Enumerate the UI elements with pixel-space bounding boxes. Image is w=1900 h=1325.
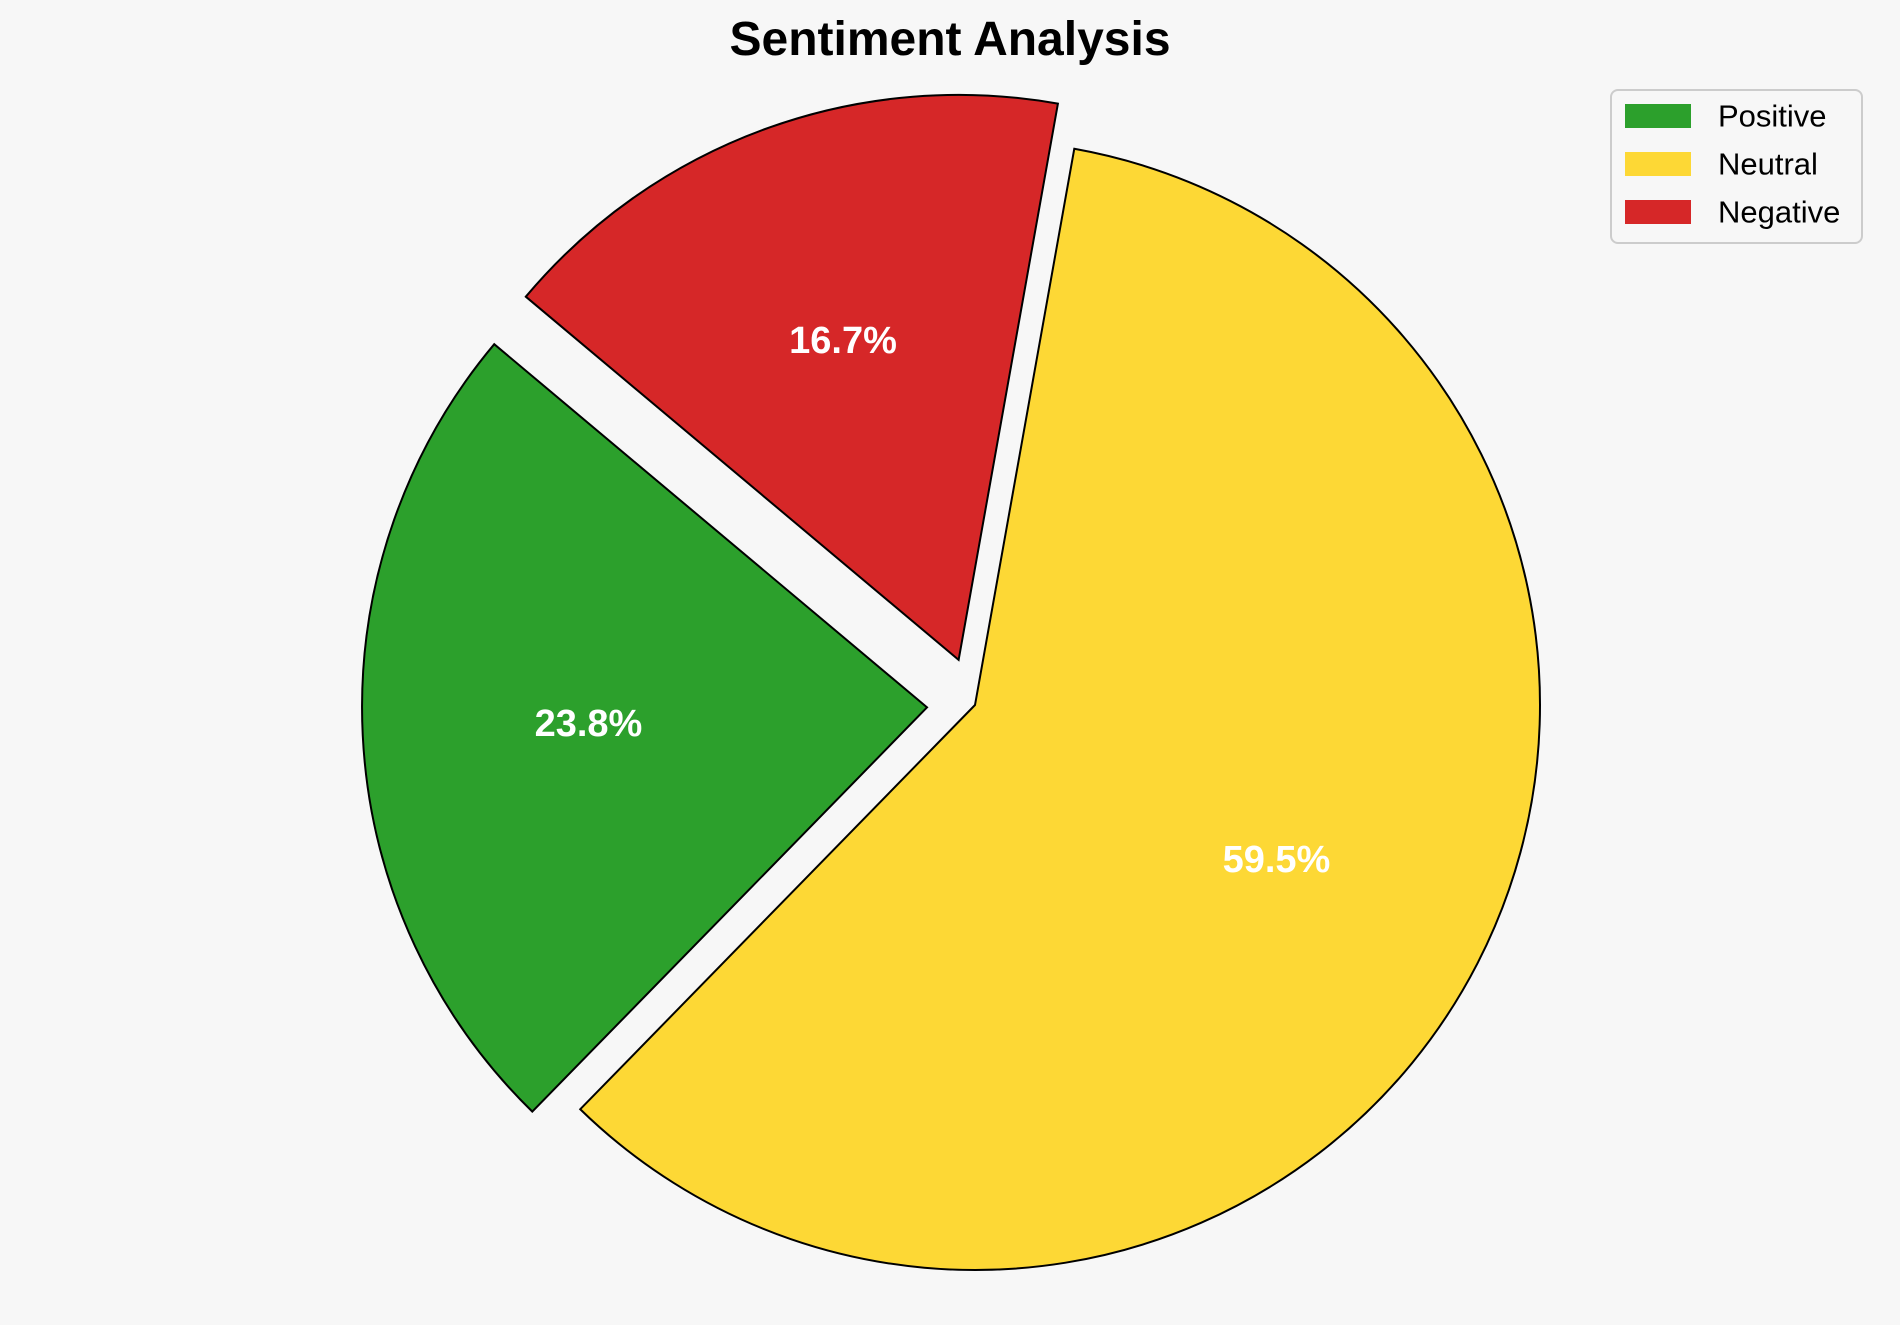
- pie-slice-labels: 23.8% 59.5% 16.7%: [535, 320, 1331, 881]
- pie-slices: [361, 93, 1541, 1271]
- legend-label-positive: Positive: [1718, 99, 1827, 134]
- legend-label-negative: Negative: [1718, 195, 1840, 230]
- legend: Positive Neutral Negative: [1610, 89, 1863, 244]
- legend-swatch-neutral: [1625, 152, 1691, 176]
- legend-swatch-positive: [1625, 104, 1691, 128]
- legend-swatch-negative: [1625, 200, 1691, 224]
- legend-items: Positive Neutral Negative: [1625, 99, 1840, 230]
- pie-slice-negative: [524, 93, 1060, 662]
- legend-label-neutral: Neutral: [1718, 147, 1818, 182]
- pie-slice-positive: [361, 342, 929, 1114]
- pie-slice-neutral: [578, 147, 1541, 1271]
- slice-label-neutral: 59.5%: [1223, 839, 1331, 881]
- chart-title: Sentiment Analysis: [729, 13, 1170, 66]
- slice-label-positive: 23.8%: [535, 703, 643, 745]
- slice-label-negative: 16.7%: [789, 320, 897, 362]
